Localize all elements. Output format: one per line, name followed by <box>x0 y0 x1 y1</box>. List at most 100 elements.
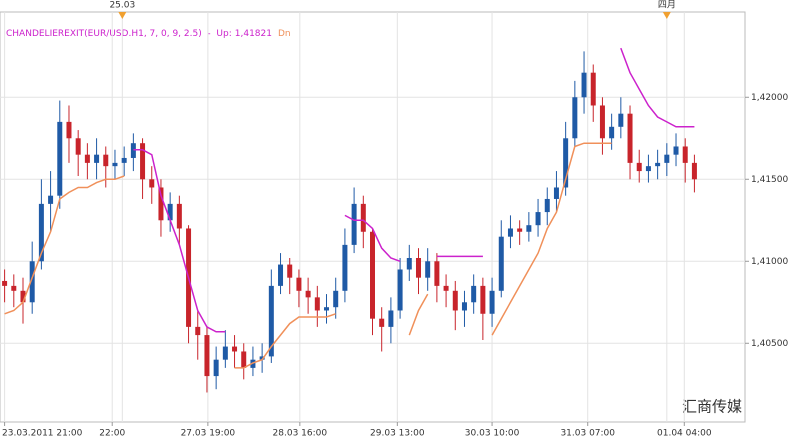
candle-body <box>121 157 127 163</box>
candle-body <box>38 203 44 262</box>
x-tick-label: 28.03 16:00 <box>273 429 328 439</box>
candle-body <box>278 264 284 286</box>
x-tick-label: 22:00 <box>99 429 125 439</box>
watermark: 汇商传媒 <box>682 398 742 416</box>
candle-body <box>259 356 265 360</box>
x-tick-label: 23.03.2011 21:00 <box>2 429 83 439</box>
candle-body <box>517 228 523 232</box>
top-tick-label: 四月 <box>658 0 676 11</box>
candle-body <box>48 195 54 204</box>
candle-body <box>287 264 293 278</box>
candle-body <box>130 143 136 158</box>
candle-body <box>268 285 274 357</box>
indicator-label: CHANDELIEREXIT(EUR/USD.H1, 7, 0, 9, 2.5)… <box>6 29 291 39</box>
candle-body <box>480 285 486 314</box>
candle-body <box>57 121 63 196</box>
candle-body <box>406 258 412 270</box>
candle-body <box>11 285 17 291</box>
candle-body <box>195 326 201 336</box>
candle-body <box>526 225 532 232</box>
candle-body <box>443 285 449 291</box>
candle-body <box>379 318 385 327</box>
candle-body <box>645 166 651 172</box>
y-tick-label: 1,41000 <box>751 257 788 267</box>
candle-body <box>222 346 228 360</box>
candle-body <box>167 203 173 221</box>
candle-body <box>75 138 81 155</box>
candle-body <box>664 154 670 163</box>
candle-body <box>636 162 642 172</box>
candle-body <box>691 162 697 180</box>
x-tick-label: 30.03 10:00 <box>465 429 520 439</box>
top-marker <box>662 12 671 19</box>
y-tick-label: 1,40500 <box>751 339 788 349</box>
candle-body <box>618 113 624 127</box>
candle-body <box>397 269 403 311</box>
candle-body <box>29 261 35 303</box>
legend-dn: Dn <box>278 29 291 39</box>
candle-body <box>360 203 366 232</box>
candle-body <box>140 143 146 180</box>
candle-body <box>241 351 247 368</box>
candle-body <box>581 72 587 98</box>
candle-body <box>627 113 633 163</box>
legend-up-value: 1,41821 <box>235 29 272 39</box>
candle-body <box>232 346 238 352</box>
candle-body <box>535 212 541 226</box>
indicator-title: CHANDELIEREXIT(EUR/USD.H1, 7, 0, 9, 2.5)… <box>6 29 216 39</box>
candle-body <box>498 236 504 291</box>
candle-body <box>324 307 330 311</box>
candle-body <box>461 302 467 311</box>
candle-body <box>333 290 339 308</box>
candle-body <box>103 154 109 167</box>
legend-up: Up: <box>216 29 231 39</box>
top-marker <box>118 12 127 19</box>
indicator-line <box>133 47 695 333</box>
candle-body <box>434 261 440 286</box>
candle-body <box>673 146 679 155</box>
candle-body <box>544 198 550 213</box>
plot-frame <box>0 11 746 423</box>
candle-body <box>84 154 90 163</box>
x-tick-label: 31.03 07:00 <box>560 429 615 439</box>
y-tick-label: 1,42000 <box>751 93 788 103</box>
candle-body <box>452 290 458 311</box>
candle-body <box>112 162 118 167</box>
candle-body <box>204 335 210 377</box>
candle-body <box>609 126 615 139</box>
x-tick-label: 27.03 19:00 <box>181 429 236 439</box>
candle-body <box>94 154 100 163</box>
candle-body <box>370 231 375 319</box>
candle-body <box>599 105 605 139</box>
indicator-line <box>4 142 612 369</box>
candle-body <box>213 359 219 377</box>
candle-body <box>305 290 311 298</box>
candle-body <box>388 310 394 327</box>
candle-body <box>149 179 155 188</box>
candle-body <box>314 297 320 311</box>
candle-body <box>66 121 72 139</box>
candle-body <box>553 187 559 199</box>
candle-body <box>471 285 477 303</box>
candle-body <box>296 277 302 291</box>
candle-body <box>2 280 8 286</box>
candle-body <box>590 72 596 106</box>
candle-body <box>351 203 357 245</box>
candle-body <box>176 203 182 229</box>
y-tick-label: 1,41500 <box>751 175 788 185</box>
top-tick-label: 25.03 <box>109 1 135 11</box>
x-tick-label: 29.03 13:00 <box>370 429 425 439</box>
candle-body <box>489 290 495 314</box>
x-tick-label: 01.04 04:00 <box>657 429 712 439</box>
candle-body <box>572 97 578 139</box>
candle-body <box>415 258 421 278</box>
candle-body <box>425 261 431 278</box>
candle-body <box>563 138 569 188</box>
candle-body <box>655 162 661 167</box>
candle-body <box>20 290 26 303</box>
candle-body <box>682 146 688 163</box>
candle-body <box>507 228 513 237</box>
candle-body <box>342 244 348 291</box>
candle-body <box>158 187 164 221</box>
